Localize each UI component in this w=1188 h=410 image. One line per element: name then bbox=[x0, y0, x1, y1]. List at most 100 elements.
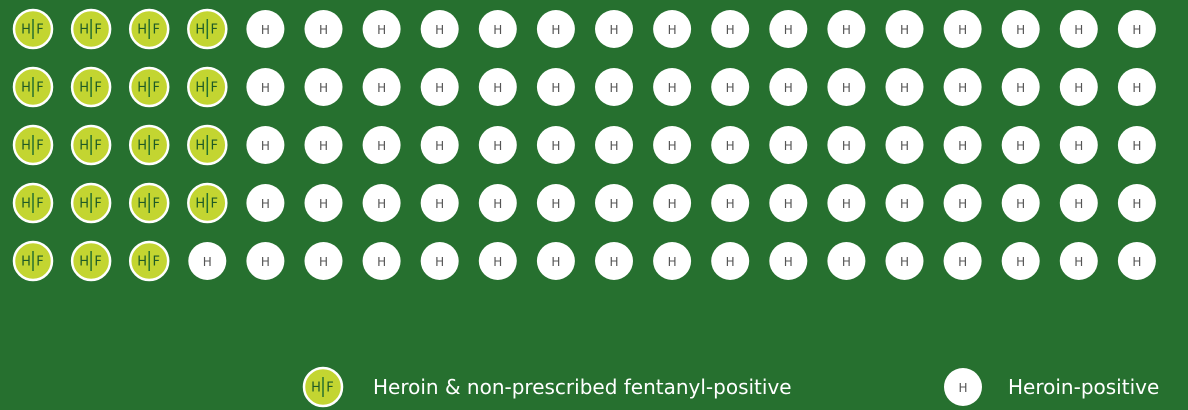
icon-letter: F bbox=[152, 197, 159, 212]
icon-letter: H bbox=[551, 139, 560, 153]
waffle-icon: H bbox=[595, 126, 633, 164]
icon-letter: F bbox=[152, 81, 159, 96]
waffle-icon: H bbox=[711, 10, 750, 48]
icon-circle bbox=[246, 242, 285, 280]
icon-circle bbox=[1059, 242, 1098, 280]
icon-letter: H bbox=[726, 197, 735, 211]
icon-letter: H bbox=[261, 139, 270, 153]
icon-letter: H bbox=[203, 255, 212, 269]
icon-circle bbox=[420, 242, 459, 280]
waffle-icon: H bbox=[769, 10, 808, 48]
waffle-icon: H bbox=[1001, 242, 1040, 280]
waffle-icon: H bbox=[362, 242, 401, 280]
icon-circle bbox=[478, 10, 517, 48]
icon-letter: H bbox=[551, 81, 560, 95]
icon-letter: H bbox=[261, 81, 270, 95]
legend-label: Heroin & non-prescribed fentanyl-positiv… bbox=[373, 375, 792, 399]
icon-letter: F bbox=[211, 81, 218, 96]
waffle-icon: H bbox=[827, 10, 866, 48]
waffle-icon: H bbox=[1001, 184, 1040, 222]
icon-circle bbox=[304, 68, 343, 106]
icon-letter: H bbox=[79, 139, 89, 154]
icon-letter: H bbox=[1074, 197, 1083, 211]
icon-circle bbox=[1117, 10, 1156, 48]
waffle-icon: H bbox=[478, 242, 517, 280]
icon-letter: H bbox=[493, 139, 502, 153]
icon-letter: H bbox=[435, 81, 444, 95]
icon-letter: H bbox=[21, 81, 31, 96]
waffle-icon: H bbox=[595, 184, 633, 222]
icon-circle bbox=[304, 242, 343, 280]
icon-letter: H bbox=[1016, 197, 1025, 211]
waffle-icon: H bbox=[595, 10, 633, 48]
icon-circle bbox=[944, 368, 982, 406]
waffle-icon: H bbox=[1117, 184, 1156, 222]
icon-circle bbox=[595, 68, 633, 106]
waffle-icon: H bbox=[711, 242, 750, 280]
waffle-icon: H bbox=[362, 10, 401, 48]
icon-letter: H bbox=[726, 255, 735, 269]
icon-letter: H bbox=[726, 23, 735, 37]
icon-circle bbox=[1117, 68, 1156, 106]
icon-letter: H bbox=[958, 381, 967, 395]
icon-circle bbox=[362, 68, 401, 106]
icon-circle bbox=[943, 184, 982, 222]
icon-circle bbox=[711, 68, 750, 106]
icon-letter: H bbox=[377, 197, 386, 211]
icon-letter: H bbox=[377, 255, 386, 269]
waffle-icon: H bbox=[246, 184, 285, 222]
icon-circle bbox=[478, 68, 517, 106]
icon-letter: H bbox=[1132, 23, 1141, 37]
icon-letter: H bbox=[900, 23, 909, 37]
icon-letter: H bbox=[609, 197, 618, 211]
icon-letter: H bbox=[900, 139, 909, 153]
icon-letter: H bbox=[1016, 255, 1025, 269]
waffle-icon: H bbox=[885, 10, 924, 48]
icon-circle bbox=[1117, 184, 1156, 222]
icon-circle bbox=[653, 242, 692, 280]
icon-circle bbox=[595, 184, 633, 222]
icon-circle bbox=[1059, 10, 1098, 48]
waffle-icon: H bbox=[711, 126, 750, 164]
icon-circle bbox=[943, 126, 982, 164]
icon-circle bbox=[1001, 126, 1040, 164]
icon-letter: H bbox=[137, 139, 147, 154]
icon-letter: H bbox=[842, 23, 851, 37]
waffle-icon: H bbox=[885, 242, 924, 280]
icon-letter: H bbox=[784, 139, 793, 153]
icon-circle bbox=[536, 242, 575, 280]
waffle-icon: H bbox=[1001, 68, 1040, 106]
icon-circle bbox=[769, 126, 808, 164]
waffle-icon: H bbox=[711, 184, 750, 222]
icon-letter: H bbox=[958, 197, 967, 211]
icon-circle bbox=[1117, 242, 1156, 280]
icon-letter: H bbox=[195, 197, 205, 212]
icon-circle bbox=[1001, 10, 1040, 48]
icon-letter: F bbox=[36, 81, 43, 96]
icon-circle bbox=[420, 126, 459, 164]
legend-label: Heroin-positive bbox=[1008, 375, 1159, 399]
waffle-icon: H bbox=[188, 242, 227, 280]
icon-letter: H bbox=[842, 255, 851, 269]
icon-letter: H bbox=[493, 197, 502, 211]
waffle-icon: H bbox=[769, 184, 808, 222]
icon-circle bbox=[1059, 126, 1098, 164]
icon-letter: F bbox=[94, 197, 101, 212]
waffle-icon: H bbox=[478, 126, 517, 164]
icon-letter: F bbox=[36, 23, 43, 38]
waffle-icon: H bbox=[653, 184, 692, 222]
waffle-icon: H bbox=[478, 68, 517, 106]
waffle-icon: H bbox=[362, 68, 401, 106]
icon-letter: H bbox=[1132, 255, 1141, 269]
icon-letter: H bbox=[21, 197, 31, 212]
waffle-icon: H bbox=[769, 242, 808, 280]
